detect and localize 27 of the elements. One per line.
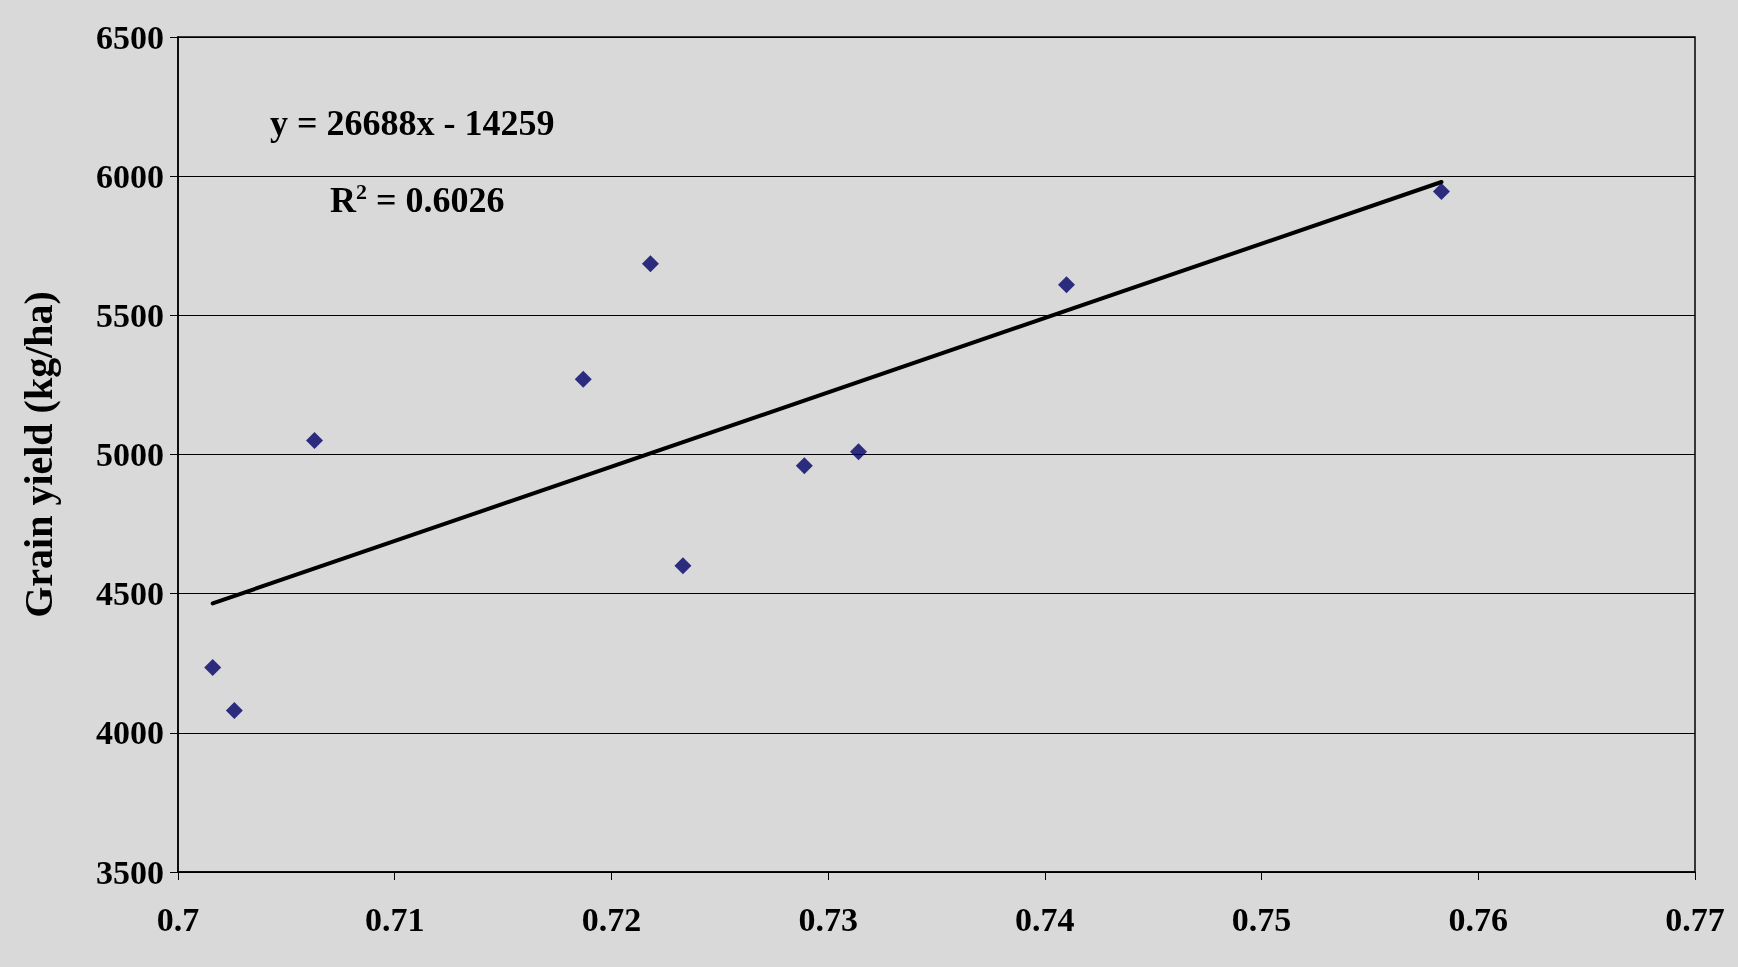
x-tick-label: 0.7 [156, 900, 200, 938]
y-tick-label: 3500 [96, 853, 164, 891]
y-tick-label: 4000 [96, 714, 164, 752]
point [204, 658, 222, 676]
point [849, 443, 867, 461]
y-tick-label: 5500 [96, 296, 164, 334]
point [1432, 182, 1450, 200]
y-tick-label: 5000 [96, 436, 164, 473]
point [795, 457, 813, 475]
x-tick-label: 0.75 [1231, 900, 1292, 938]
annotation: y = 26688x - 14259 [270, 103, 555, 143]
y-tick-label: 6500 [96, 18, 164, 56]
x-tick-label: 0.72 [581, 900, 642, 938]
x-tick-label: 0.73 [798, 900, 858, 938]
point [1058, 276, 1076, 294]
point [225, 702, 243, 720]
y-axis-title: Grain yield (kg/ha) [15, 291, 61, 618]
x-tick-label: 0.77 [1665, 900, 1725, 938]
x-tick-label: 0.74 [1015, 900, 1075, 938]
y-tick-label: 6000 [96, 157, 164, 195]
point [306, 432, 324, 450]
x-tick-label: 0.76 [1448, 900, 1509, 938]
y-tick-label: 4500 [96, 575, 164, 613]
point [574, 370, 592, 388]
point [641, 255, 659, 273]
x-tick-label: 0.71 [364, 900, 425, 938]
point [674, 557, 692, 575]
